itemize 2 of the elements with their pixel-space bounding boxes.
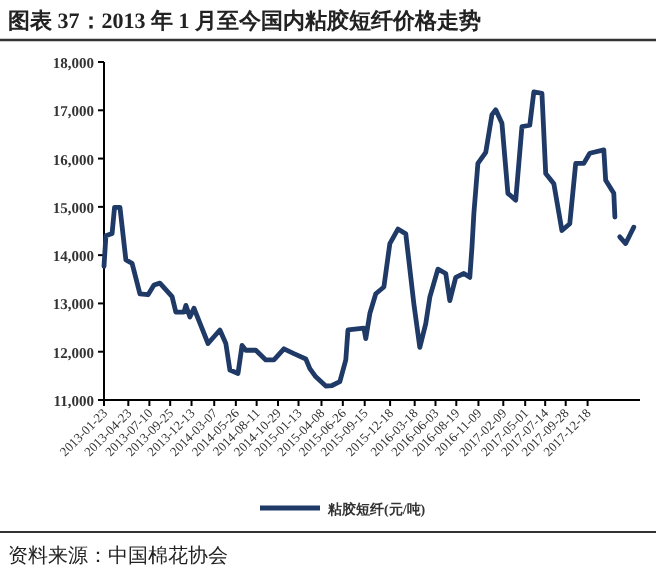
text: 资料来源：中国棉花协会 <box>8 544 228 568</box>
title: 图表 37：2013 年 1 月至今国内粘胶短纤价格走势 <box>8 10 481 34</box>
